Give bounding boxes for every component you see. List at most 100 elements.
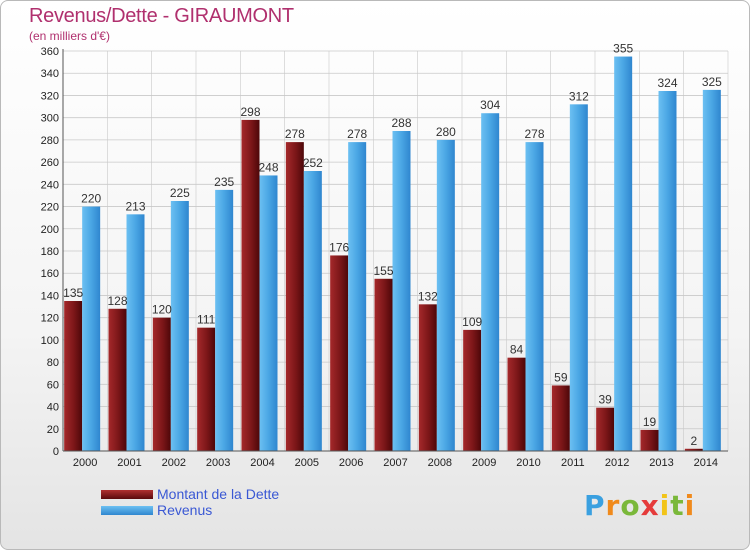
data-label-revenus: 213	[125, 199, 145, 213]
bar-dette	[507, 357, 526, 451]
data-label-dette: 135	[63, 286, 83, 300]
legend-swatch-dette	[101, 490, 153, 499]
bar-dette	[463, 329, 482, 451]
y-tick-label: 160	[41, 268, 59, 280]
data-label-dette: 39	[598, 393, 612, 407]
data-label-revenus: 280	[436, 125, 456, 139]
legend-swatch-revenus	[101, 506, 153, 515]
bar-revenus	[82, 206, 101, 451]
y-tick-label: 200	[41, 224, 59, 236]
data-label-revenus: 325	[702, 75, 722, 89]
x-tick-label: 2014	[694, 457, 718, 469]
bar-revenus	[658, 91, 677, 451]
bar-revenus	[436, 139, 455, 451]
y-tick-label: 360	[41, 46, 59, 58]
x-tick-label: 2002	[162, 457, 186, 469]
data-label-dette: 132	[418, 289, 438, 303]
legend-label-dette: Montant de la Dette	[157, 486, 280, 502]
bar-dette	[551, 385, 570, 451]
y-tick-label: 100	[41, 335, 59, 347]
x-tick-label: 2000	[73, 457, 97, 469]
data-label-dette: 84	[510, 343, 524, 357]
data-label-revenus: 324	[657, 76, 677, 90]
bar-revenus	[126, 214, 145, 451]
x-tick-label: 2013	[649, 457, 673, 469]
bar-dette	[285, 142, 304, 451]
bar-dette	[197, 327, 216, 451]
data-label-revenus: 304	[480, 98, 500, 112]
data-label-dette: 111	[197, 313, 216, 327]
bar-revenus	[303, 171, 322, 451]
y-tick-label: 60	[47, 379, 59, 391]
x-tick-label: 2011	[561, 457, 585, 469]
data-label-revenus: 278	[347, 127, 367, 141]
x-tick-label: 2007	[383, 457, 407, 469]
y-tick-label: 120	[41, 313, 59, 325]
data-label-dette: 109	[462, 315, 482, 329]
x-tick-label: 2008	[428, 457, 452, 469]
data-label-dette: 128	[107, 294, 127, 308]
bar-revenus	[392, 131, 411, 451]
chart-subtitle: (en milliers d'€)	[29, 29, 110, 43]
data-label-revenus: 248	[258, 160, 278, 174]
data-label-dette: 59	[554, 370, 568, 384]
y-tick-label: 220	[41, 202, 59, 214]
data-label-dette: 176	[329, 240, 349, 254]
data-label-dette: 120	[152, 303, 172, 317]
x-tick-label: 2001	[117, 457, 141, 469]
y-tick-label: 140	[41, 290, 59, 302]
x-tick-label: 2006	[339, 457, 363, 469]
bar-dette	[684, 448, 703, 451]
data-label-revenus: 225	[170, 186, 190, 200]
y-tick-label: 180	[41, 246, 59, 258]
bar-dette	[241, 119, 260, 451]
bar-revenus	[481, 113, 500, 451]
y-tick-label: 40	[47, 402, 59, 414]
bar-dette	[108, 308, 127, 451]
data-label-revenus: 355	[613, 42, 633, 56]
x-tick-label: 2012	[605, 457, 629, 469]
bar-revenus	[170, 201, 189, 451]
bar-revenus	[348, 142, 367, 451]
bar-dette	[64, 301, 83, 451]
x-tick-label: 2003	[206, 457, 230, 469]
x-tick-label: 2009	[472, 457, 496, 469]
data-label-dette: 298	[240, 105, 260, 119]
bar-dette	[596, 407, 615, 451]
bar-revenus	[614, 56, 633, 452]
data-label-dette: 278	[285, 127, 305, 141]
y-tick-label: 0	[53, 446, 59, 458]
data-label-revenus: 220	[81, 192, 101, 206]
data-label-revenus: 278	[524, 127, 544, 141]
legend-label-revenus: Revenus	[157, 502, 213, 518]
y-tick-label: 20	[47, 424, 59, 436]
bar-revenus	[702, 89, 721, 451]
x-tick-label: 2010	[516, 457, 540, 469]
bar-revenus	[259, 175, 278, 451]
data-label-revenus: 312	[569, 89, 589, 103]
proxiti-logo: Proxiti	[584, 489, 696, 522]
bar-dette	[640, 429, 659, 451]
bar-dette	[152, 317, 171, 451]
y-tick-label: 260	[41, 157, 59, 169]
bar-revenus	[215, 189, 234, 451]
bar-dette	[418, 304, 437, 451]
y-tick-label: 280	[41, 135, 59, 147]
bar-revenus	[569, 104, 588, 451]
y-tick-label: 320	[41, 90, 59, 102]
y-tick-label: 80	[47, 357, 59, 369]
data-label-revenus: 252	[303, 156, 323, 170]
x-tick-label: 2005	[295, 457, 319, 469]
bar-revenus	[525, 142, 544, 451]
bar-dette	[330, 255, 349, 451]
x-tick-label: 2004	[250, 457, 274, 469]
data-label-dette: 155	[373, 264, 393, 278]
data-label-revenus: 235	[214, 175, 234, 189]
chart-title: Revenus/Dette - GIRAUMONT	[29, 5, 294, 27]
data-label-dette: 2	[690, 434, 697, 448]
y-tick-label: 300	[41, 113, 59, 125]
y-tick-label: 240	[41, 179, 59, 191]
y-tick-label: 340	[41, 68, 59, 80]
